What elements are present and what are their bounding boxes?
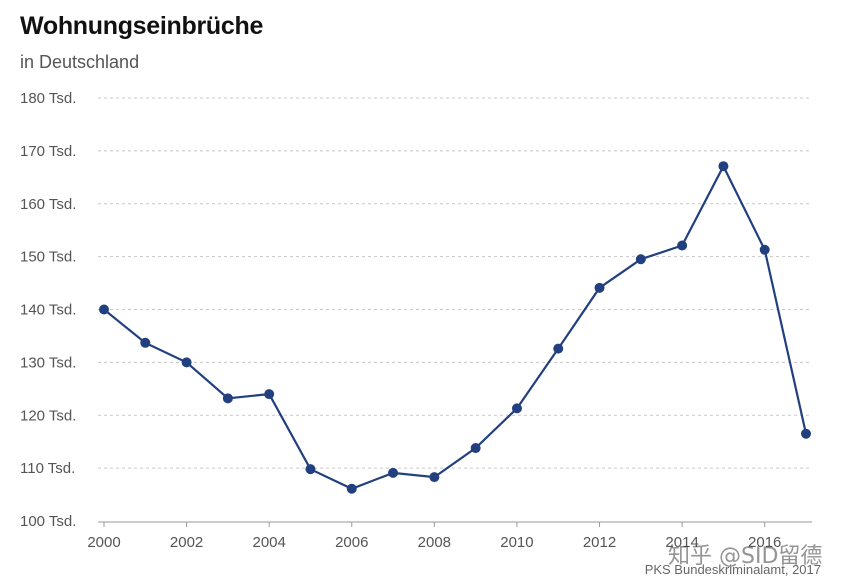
data-point: [346, 483, 357, 494]
x-tick-label: 2002: [170, 534, 203, 551]
data-point: [718, 161, 729, 172]
series-line: [103, 163, 808, 490]
series-layer: [99, 161, 811, 494]
y-tick-label: 100 Tsd.: [20, 513, 76, 530]
x-tick-label: 2014: [665, 534, 698, 551]
data-point: [305, 464, 316, 475]
data-point: [140, 337, 151, 348]
y-tick-label: 130 Tsd.: [20, 354, 76, 371]
data-point: [99, 304, 109, 315]
y-axis-ticks: 100 Tsd. 110 Tsd. 120 Tsd. 130 Tsd. 140 Tsd.…: [20, 90, 76, 530]
y-tick-label: 180 Tsd.: [20, 90, 76, 107]
data-point: [511, 403, 522, 414]
x-tick-label: 2000: [87, 534, 120, 551]
y-tick-label: 170 Tsd.: [20, 143, 76, 160]
x-tick-label: 2006: [335, 534, 368, 551]
data-point: [470, 443, 481, 454]
y-tick-label: 140 Tsd.: [20, 302, 76, 319]
data-point: [594, 282, 605, 293]
data-point: [388, 467, 399, 478]
data-point: [759, 244, 770, 255]
data-point: [222, 393, 233, 404]
data-point: [553, 343, 564, 354]
data-point: [677, 240, 688, 251]
data-point: [181, 357, 192, 368]
y-tick-label: 120 Tsd.: [20, 407, 76, 424]
chart-subtitle: in Deutschland: [20, 52, 140, 72]
x-tick-label: 2008: [418, 534, 451, 551]
y-tick-label: 110 Tsd.: [20, 460, 75, 477]
y-tick-label: 150 Tsd.: [20, 249, 76, 266]
source-note: PKS Bundeskriminalamt, 2017: [644, 562, 821, 577]
watermark: 知乎 @SID留德: [668, 544, 823, 569]
data-point: [635, 254, 646, 265]
x-tick-label: 2012: [583, 534, 616, 551]
chart-title: Wohnungseinbrüche: [20, 12, 264, 40]
data-point: [429, 472, 440, 483]
data-point: [801, 428, 811, 439]
y-tick-label: 160 Tsd.: [20, 196, 76, 213]
grid-layer: [98, 97, 812, 469]
axis-layer: [98, 521, 812, 527]
x-axis-ticks: 2000 2002 2004 2006 2008 2010 2012 2014 2016: [87, 534, 781, 551]
x-tick-label: 2010: [500, 534, 533, 551]
data-point: [264, 389, 275, 400]
x-tick-label: 2004: [252, 534, 285, 551]
x-tick-label: 2016: [748, 534, 781, 551]
